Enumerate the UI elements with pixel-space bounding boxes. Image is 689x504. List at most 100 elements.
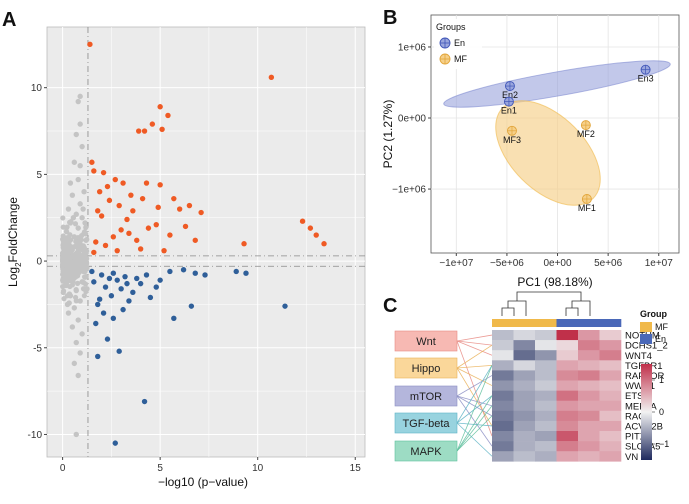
heatmap-cell (492, 410, 514, 422)
gene-label: ETS1 (625, 391, 649, 402)
heatmap-cell (492, 451, 514, 462)
volcano-point-up (95, 208, 101, 214)
volcano-point-ns-cloud (69, 282, 76, 288)
pathway-link-line (456, 340, 493, 346)
volcano-point-up (143, 180, 150, 186)
volcano-point-down (180, 267, 187, 273)
volcano-point-ns (63, 282, 70, 289)
group-legend-mf-swatch (640, 322, 652, 332)
volcano-point-up (167, 232, 173, 238)
pathway-box-wnt (394, 330, 458, 352)
volcano-point-down (89, 268, 95, 275)
volcano-point-ns (77, 201, 83, 207)
volcano-y-title-main: Log (6, 267, 20, 287)
volcano-point-ns-cloud (60, 215, 66, 221)
volcano-point-ns-cloud (74, 280, 81, 286)
volcano-point-ns (77, 256, 83, 263)
pca-x-tick-label: −1e+07 (439, 258, 473, 269)
volcano-point-up (96, 189, 103, 195)
volcano-point-ns-cloud (72, 221, 79, 227)
pathway-gene-links (456, 334, 493, 457)
heatmap-cell (599, 350, 622, 361)
volcano-point-ns (71, 305, 78, 311)
volcano-point-up (114, 247, 120, 254)
volcano-point-ns (75, 98, 81, 105)
group-legend-title: Group (640, 309, 667, 319)
volcano-point-ns (75, 176, 81, 183)
heatmap-cell (578, 420, 600, 432)
volcano-point-down (120, 306, 126, 313)
volcano-point-up (155, 204, 161, 211)
heatmap-cell (556, 380, 579, 391)
heatmap-cell (535, 340, 557, 351)
volcano-point-down (95, 353, 101, 360)
group-legend-en-label: En (655, 334, 666, 344)
pca-point-label: MF1 (578, 203, 596, 213)
colorbar-tick-label: −1 (659, 439, 669, 449)
colorbar-tick-label: 1 (659, 375, 664, 385)
volcano-point-up (186, 202, 193, 209)
volcano-x-tick-label: 10 (252, 463, 264, 474)
heatmap-cell (492, 441, 514, 452)
volcano-y-title-sub: 2 (14, 262, 23, 267)
volcano-point-ns-cloud (73, 298, 79, 304)
pathway-box-mtor (394, 385, 458, 407)
pathway-label: mTOR (410, 391, 442, 403)
volcano-x-ticks: 0 5 10 15 (60, 457, 361, 474)
heatmap-cell (556, 340, 579, 351)
volcano-point-down (95, 301, 101, 308)
volcano-point-down (143, 272, 150, 278)
volcano-point-ns (70, 215, 77, 221)
volcano-y-tick-label: 5 (36, 170, 42, 181)
volcano-point-ns (79, 279, 85, 285)
heatmap-cell (492, 360, 514, 371)
volcano-point-down (106, 275, 113, 282)
volcano-point-ns-cloud (60, 289, 66, 296)
volcano-point-ns (69, 244, 76, 250)
heatmap-cell (492, 431, 514, 442)
heatmap-cell (513, 380, 536, 391)
pathway-link-line (456, 340, 493, 437)
volcano-point-down (124, 280, 130, 287)
volcano-point-up (100, 169, 107, 176)
heatmap-cell (513, 330, 536, 341)
volcano-point-up (110, 234, 117, 240)
volcano-point-down (122, 273, 128, 280)
volcano-point-down (116, 348, 122, 354)
pathway-link-line (456, 395, 493, 417)
pca-points: En2 En1 En3 MF3 MF2 MF1 (501, 64, 654, 213)
volcano-y-tick-label: -10 (28, 430, 43, 441)
volcano-point-down (102, 284, 109, 290)
volcano-point-up (161, 247, 167, 254)
volcano-point-down (96, 296, 103, 302)
volcano-point-down (282, 303, 288, 309)
pca-point-label: En3 (638, 74, 654, 84)
volcano-point-down (130, 289, 136, 295)
volcano-point-down (100, 310, 107, 316)
pathway-link-line (456, 395, 493, 424)
volcano-point-ns (71, 360, 78, 367)
group-legend-mf-label: MF (655, 322, 668, 332)
volcano-point-up (153, 221, 159, 228)
pathway-link-line (456, 422, 493, 427)
volcano-point-down (188, 303, 195, 309)
pathway-link-line (456, 365, 493, 452)
en-confidence-ellipse (443, 60, 671, 108)
heatmap-cell (578, 410, 600, 422)
volcano-point-down (202, 272, 208, 278)
volcano-points (59, 41, 327, 446)
pca-legend-mf-icon (439, 53, 451, 65)
volcano-point-down (110, 315, 117, 321)
heatmap-cell (535, 441, 557, 452)
volcano-point-ns (79, 331, 85, 337)
volcano-point-ns (69, 324, 76, 330)
heatmap-cell (535, 390, 557, 401)
group-bar-cell-en (578, 319, 600, 327)
volcano-point-down (104, 336, 111, 342)
volcano-point-ns (81, 189, 87, 195)
volcano-point-ns-cloud (81, 293, 87, 299)
volcano-point-up (98, 213, 105, 219)
volcano-point-up (268, 74, 275, 80)
heatmap-cell (535, 380, 557, 391)
volcano-y-axis-title: Log2FoldChange (6, 197, 23, 287)
